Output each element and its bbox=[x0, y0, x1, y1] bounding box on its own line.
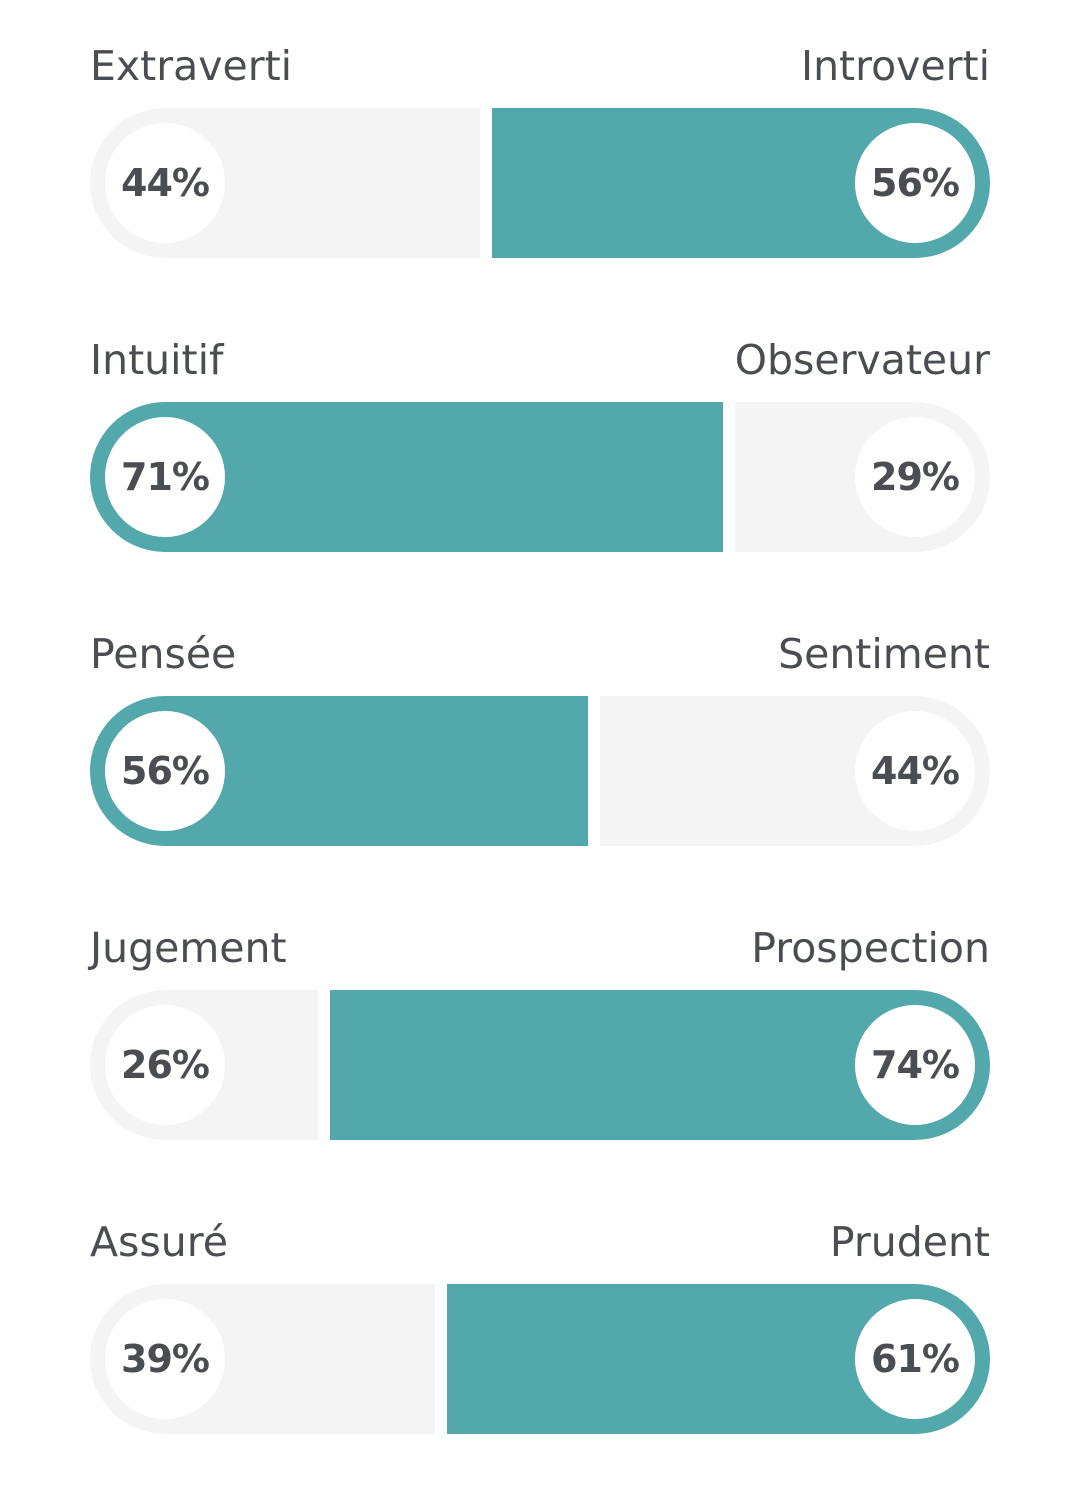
trait-left-label: Jugement bbox=[90, 924, 287, 972]
trait-row: Extraverti Introverti 44% 56% bbox=[90, 0, 990, 294]
trait-left-percent: 71% bbox=[105, 417, 225, 537]
trait-labels: Intuitif Observateur bbox=[90, 330, 990, 390]
trait-left-percent: 26% bbox=[105, 1005, 225, 1125]
trait-right-label: Prospection bbox=[751, 924, 990, 972]
trait-bar: 44% 56% bbox=[90, 108, 990, 258]
trait-left-label: Pensée bbox=[90, 630, 237, 678]
trait-labels: Assuré Prudent bbox=[90, 1212, 990, 1272]
trait-left-label: Extraverti bbox=[90, 42, 293, 90]
trait-right-label: Observateur bbox=[734, 336, 990, 384]
trait-bar: 56% 44% bbox=[90, 696, 990, 846]
trait-labels: Pensée Sentiment bbox=[90, 624, 990, 684]
trait-left-label: Intuitif bbox=[90, 336, 224, 384]
trait-right-percent: 56% bbox=[855, 123, 975, 243]
trait-bar: 71% 29% bbox=[90, 402, 990, 552]
trait-left-label: Assuré bbox=[90, 1218, 228, 1266]
trait-row: Jugement Prospection 26% 74% bbox=[90, 882, 990, 1176]
trait-right-percent: 61% bbox=[855, 1299, 975, 1419]
trait-left-percent: 44% bbox=[105, 123, 225, 243]
trait-right-label: Prudent bbox=[829, 1218, 990, 1266]
trait-right-percent: 44% bbox=[855, 711, 975, 831]
trait-right-percent: 29% bbox=[855, 417, 975, 537]
trait-row: Assuré Prudent 39% 61% bbox=[90, 1176, 990, 1470]
trait-row: Pensée Sentiment 56% 44% bbox=[90, 588, 990, 882]
trait-right-percent: 74% bbox=[855, 1005, 975, 1125]
trait-left-percent: 39% bbox=[105, 1299, 225, 1419]
trait-labels: Extraverti Introverti bbox=[90, 36, 990, 96]
trait-row: Intuitif Observateur 71% 29% bbox=[90, 294, 990, 588]
trait-bar: 39% 61% bbox=[90, 1284, 990, 1434]
trait-left-percent: 56% bbox=[105, 711, 225, 831]
trait-bars-chart: Extraverti Introverti 44% 56% Intuitif Observ… bbox=[90, 0, 990, 1470]
trait-right-label: Sentiment bbox=[778, 630, 990, 678]
trait-labels: Jugement Prospection bbox=[90, 918, 990, 978]
trait-bar: 26% 74% bbox=[90, 990, 990, 1140]
trait-right-label: Introverti bbox=[800, 42, 990, 90]
